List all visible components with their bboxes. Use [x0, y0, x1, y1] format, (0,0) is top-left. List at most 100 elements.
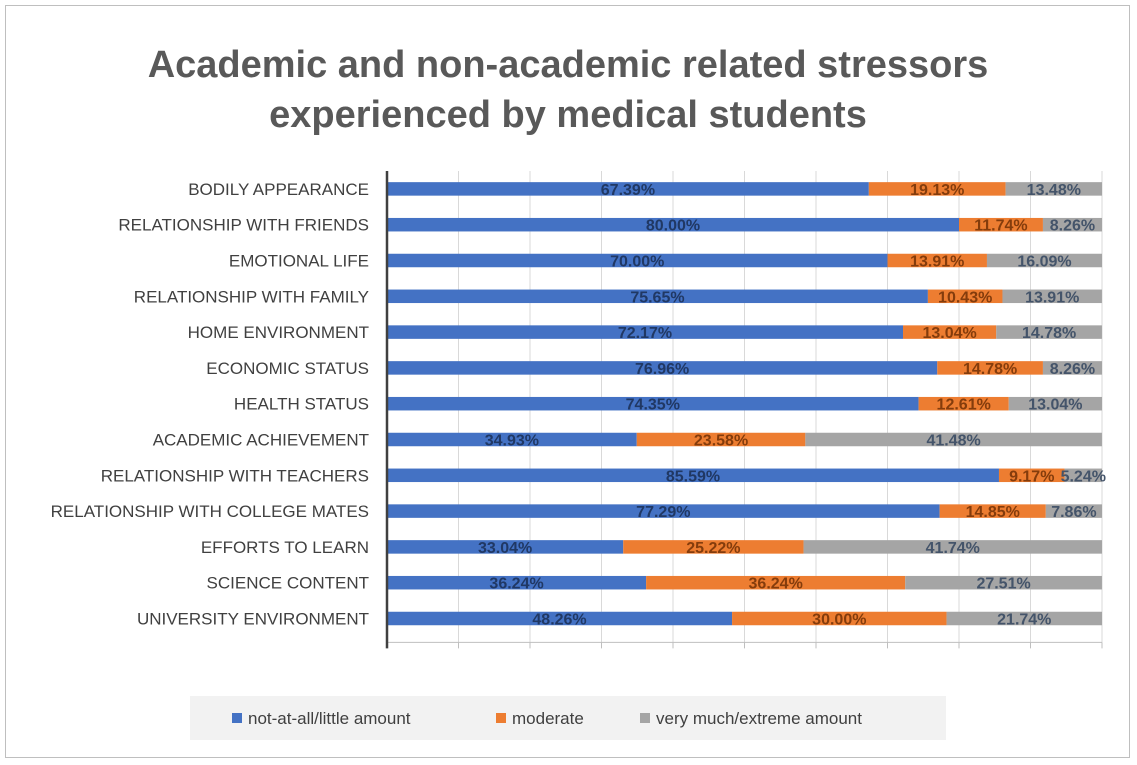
category-labels: BODILY APPEARANCE RELATIONSHIP WITH FRIEN…	[51, 180, 369, 629]
category-label: UNIVERSITY ENVIRONMENT	[137, 610, 369, 629]
bar-segment	[387, 325, 904, 339]
data-label: 9.17%	[1009, 468, 1054, 485]
bar-segment	[998, 468, 1065, 483]
bar-segment	[1005, 182, 1102, 196]
chart-frame: Academic and non-academic related stress…	[5, 5, 1130, 758]
data-label: 76.96%	[635, 361, 689, 378]
data-label: 8.26%	[1050, 361, 1095, 378]
bar-segment	[986, 253, 1102, 268]
data-label: 21.74%	[997, 612, 1051, 629]
data-label: 74.35%	[626, 397, 680, 414]
bar-segment	[646, 575, 906, 590]
bar-segment	[387, 540, 624, 554]
chart-title-line-2: experienced by medical students	[269, 94, 867, 136]
data-label: 10.43%	[938, 289, 992, 306]
bar-segment	[387, 361, 938, 375]
legend-label: moderate	[512, 709, 584, 728]
bar-segment	[868, 182, 1006, 196]
bar-segment	[387, 611, 733, 626]
bar-segment	[927, 289, 1003, 304]
data-label: 23.58%	[694, 433, 748, 450]
category-label: HOME ENVIRONMENT	[188, 323, 369, 342]
data-label: 14.78%	[1022, 325, 1076, 342]
chart-title-line-1: Academic and non-academic related stress…	[148, 44, 989, 86]
bar-segment	[805, 432, 1102, 447]
stacked-bar-chart: Academic and non-academic related stress…	[51, 44, 1106, 740]
bar-segment	[937, 361, 1043, 375]
data-label: 12.61%	[937, 397, 991, 414]
category-label: HEALTH STATUS	[234, 395, 369, 414]
data-label: 8.26%	[1050, 218, 1095, 235]
category-label: RELATIONSHIP WITH FRIENDS	[118, 216, 369, 235]
legend: not-at-all/little amount moderate very muc…	[190, 696, 946, 740]
bar-segment	[623, 540, 804, 554]
bar-segment	[939, 504, 1046, 518]
category-label: RELATIONSHIP WITH TEACHERS	[101, 466, 369, 485]
data-label: 36.24%	[749, 576, 803, 593]
bar-segment	[387, 468, 999, 483]
bar-segment	[903, 325, 997, 339]
category-label: SCIENCE CONTENT	[207, 574, 369, 593]
data-label: 75.65%	[630, 289, 684, 306]
data-label: 27.51%	[976, 576, 1030, 593]
data-label: 25.22%	[686, 540, 740, 557]
category-label: EMOTIONAL LIFE	[229, 252, 369, 271]
bars	[385, 171, 1102, 649]
data-label: 72.17%	[618, 325, 672, 342]
legend-label: very much/extreme amount	[656, 709, 862, 728]
bar-segment	[387, 217, 959, 232]
bar-segment	[387, 289, 928, 304]
data-label: 14.78%	[963, 361, 1017, 378]
data-label: 19.13%	[910, 182, 964, 199]
data-label: 41.74%	[926, 540, 980, 557]
bar-segment	[636, 432, 806, 447]
data-labels: 67.39% 19.13% 13.48% 80.00% 11.74% 8.26% 70.00…	[478, 182, 1106, 629]
bar-segment	[1064, 468, 1102, 483]
data-label: 67.39%	[601, 182, 655, 199]
data-label: 34.93%	[485, 433, 539, 450]
legend-swatch	[640, 713, 650, 723]
bar-segment	[905, 575, 1102, 590]
bar-segment	[1045, 504, 1102, 518]
bar-segment	[959, 217, 1043, 232]
category-label: BODILY APPEARANCE	[188, 180, 369, 199]
data-label: 33.04%	[478, 540, 532, 557]
data-label: 36.24%	[489, 576, 543, 593]
bar-segment	[387, 575, 647, 590]
data-label: 13.91%	[910, 254, 964, 271]
data-label: 14.85%	[966, 504, 1020, 521]
bar-segment	[946, 611, 1102, 626]
data-label: 85.59%	[666, 468, 720, 485]
bar-segment	[1002, 289, 1102, 304]
data-label: 41.48%	[927, 433, 981, 450]
bar-segment	[387, 253, 888, 268]
data-label: 30.00%	[812, 612, 866, 629]
legend-swatch	[232, 713, 242, 723]
bar-segment	[918, 396, 1009, 411]
category-label: ACADEMIC ACHIEVEMENT	[153, 431, 369, 450]
data-label: 48.26%	[532, 612, 586, 629]
data-label: 11.74%	[974, 218, 1027, 235]
data-label: 7.86%	[1051, 504, 1096, 521]
data-label: 70.00%	[610, 254, 664, 271]
bar-segment	[803, 540, 1102, 554]
data-label: 5.24%	[1061, 468, 1106, 485]
bar-segment	[387, 396, 919, 411]
bar-segment	[1042, 361, 1102, 375]
bar-segment	[887, 253, 987, 268]
legend-label: not-at-all/little amount	[248, 709, 411, 728]
bar-segment	[1042, 217, 1102, 232]
category-label: ECONOMIC STATUS	[206, 359, 369, 378]
data-label: 77.29%	[636, 504, 690, 521]
data-label: 16.09%	[1017, 254, 1071, 271]
data-label: 13.91%	[1025, 289, 1079, 306]
bar-segment	[996, 325, 1102, 339]
data-label: 13.04%	[923, 325, 977, 342]
data-label: 80.00%	[646, 218, 700, 235]
data-label: 13.48%	[1027, 182, 1081, 199]
bar-segment	[387, 182, 869, 196]
data-label: 13.04%	[1028, 397, 1082, 414]
category-label: EFFORTS TO LEARN	[201, 538, 369, 557]
category-label: RELATIONSHIP WITH FAMILY	[134, 287, 369, 306]
bar-segment	[387, 432, 637, 447]
